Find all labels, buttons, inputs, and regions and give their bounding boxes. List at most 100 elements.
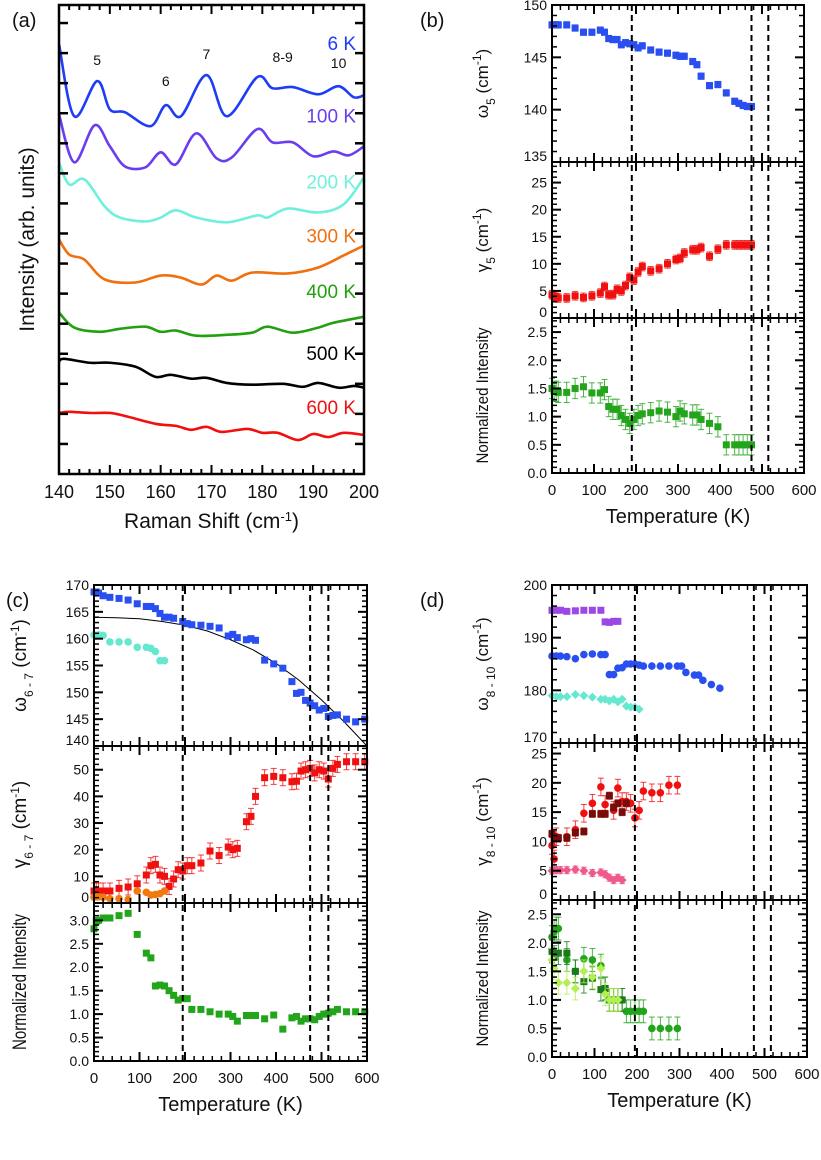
data-point-square (297, 767, 305, 775)
y-tick-label: 180 (524, 682, 548, 698)
y-tick-label: 20 (531, 775, 547, 791)
data-point-square (617, 41, 625, 49)
data-point-square (311, 769, 319, 777)
x-tick-label: 400 (263, 1070, 288, 1087)
data-point-square (588, 810, 596, 818)
y-axis-label-part: -1 (8, 625, 22, 636)
y-tick-label: 145 (524, 49, 548, 65)
x-tick-label: 500 (749, 482, 774, 499)
y-axis-label-part: -1 (8, 787, 22, 798)
data-point-square (580, 606, 588, 614)
data-point-square (601, 810, 609, 818)
data-point-circle (580, 650, 588, 659)
y-tick-label: 1.0 (528, 992, 548, 1008)
data-point-square (333, 711, 341, 719)
data-point-square (655, 407, 663, 415)
data-point-square (563, 21, 571, 29)
data-point-square (252, 792, 260, 800)
data-point-square (571, 292, 579, 300)
data-point-diamond (570, 690, 580, 700)
series-label: 100 K (306, 106, 356, 127)
y-axis-label-part: ω (473, 105, 492, 118)
data-point-square (697, 415, 705, 423)
series-label: 600 K (306, 398, 356, 419)
x-tick-label: 100 (581, 482, 606, 499)
data-point-circle (588, 650, 597, 658)
data-point-square (179, 867, 187, 875)
y-tick-label: 1.0 (528, 409, 548, 425)
y-axis-label: γ6 - 7 (cm-1) (8, 781, 36, 868)
data-point-circle (571, 654, 580, 663)
data-point-square (288, 1014, 296, 1022)
data-point-square (302, 766, 310, 774)
y-tick-label: 170 (524, 729, 548, 745)
x-tick-label: 100 (582, 1066, 607, 1083)
data-point-square (197, 621, 205, 629)
data-point-square (329, 1008, 337, 1016)
data-point-diamond (562, 692, 572, 702)
data-point-square (188, 621, 196, 629)
data-point-square (722, 241, 730, 249)
x-tick-label: 190 (298, 482, 328, 502)
data-point-circle (99, 631, 107, 640)
peak-label: 8-9 (273, 49, 293, 65)
spectrum-line-400K (58, 311, 365, 338)
data-point-square (179, 617, 187, 625)
data-point-square (315, 706, 323, 714)
y-tick-label: 145 (66, 711, 90, 727)
data-point-square (605, 291, 613, 299)
series-γ5 (548, 240, 755, 303)
data-point-diamond (579, 966, 589, 976)
data-point-square (142, 949, 150, 957)
data-point-square (174, 996, 182, 1004)
y-axis-label-part: 6 - 7 (22, 673, 36, 697)
y-axis-label-part: Normalized Intensity (10, 914, 31, 1050)
data-point-square (748, 241, 755, 249)
data-point-square (614, 617, 622, 625)
data-point-square (352, 1008, 360, 1016)
data-point-circle (133, 887, 142, 895)
data-point-diamond (617, 875, 627, 885)
data-point-square (215, 1010, 223, 1018)
data-point-square (588, 28, 596, 36)
y-tick-label: 140 (66, 732, 90, 748)
y-tick-label: 30 (73, 815, 89, 831)
data-point-square (133, 600, 141, 608)
data-point-square (609, 291, 617, 299)
y-tick-label: 0.0 (528, 1049, 548, 1065)
data-point-circle (665, 662, 673, 670)
data-point-square (655, 265, 663, 273)
y-tick-label: 5 (539, 863, 547, 879)
data-point-diamond (634, 704, 644, 714)
series-γ6 (90, 753, 369, 900)
data-point-square (626, 419, 634, 427)
data-point-square (563, 607, 571, 615)
data-point-square (588, 389, 596, 397)
data-point-square (361, 1008, 369, 1016)
data-point-square (306, 699, 314, 707)
y-axis-label: ω5 (cm-1) (470, 49, 498, 118)
data-point-square (693, 61, 701, 69)
y-tick-label: 155 (66, 658, 90, 674)
data-point-square (676, 407, 684, 415)
data-point-square (647, 46, 655, 54)
y-axis-label-part: (cm (10, 798, 31, 835)
data-point-square (242, 818, 250, 826)
peak-label: 10 (331, 55, 347, 71)
data-point-square (638, 42, 646, 50)
data-point-square (106, 593, 114, 601)
data-point-square (626, 273, 634, 281)
y-axis-label-part: (cm (473, 634, 492, 667)
data-point-square (242, 636, 250, 644)
data-point-circle (648, 662, 656, 670)
x-tick-label: 200 (349, 482, 379, 502)
data-point-circle (563, 652, 571, 661)
data-point-square (601, 28, 608, 36)
spectrum-line-100K (57, 113, 365, 171)
y-tick-label: 2.5 (70, 936, 90, 952)
data-point-square (206, 847, 214, 855)
data-point-square (743, 441, 751, 449)
data-point-square (261, 1015, 269, 1023)
